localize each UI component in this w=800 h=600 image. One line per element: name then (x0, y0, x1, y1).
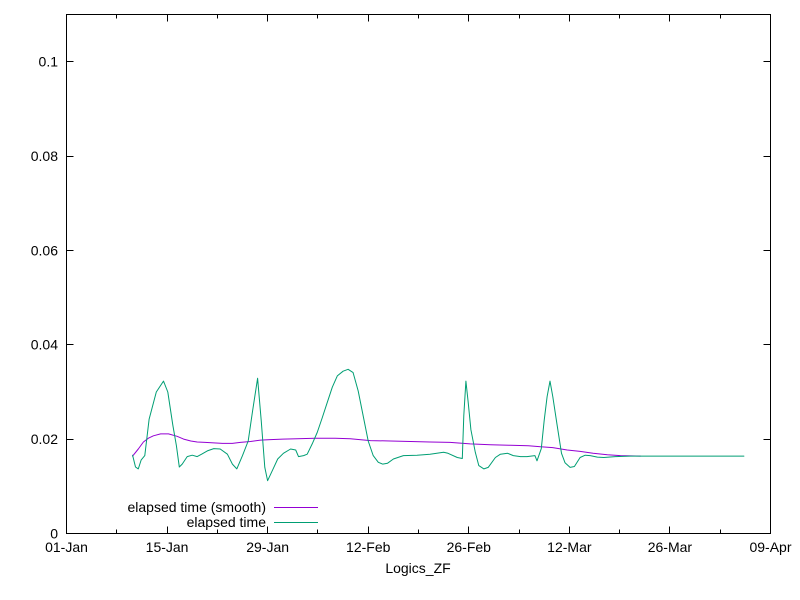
y-tick-label: 0.02 (31, 431, 58, 447)
y-tick-label: 0.1 (39, 54, 59, 70)
legend-item-raw: elapsed time (0, 515, 318, 530)
x-tick-label: 29-Jan (246, 539, 289, 555)
legend-label-raw: elapsed time (186, 514, 266, 530)
y-tick-label: 0.06 (31, 242, 58, 258)
x-tick-label: 15-Jan (146, 539, 189, 555)
legend: elapsed time (smooth) elapsed time (0, 500, 318, 530)
y-tick-label: 0 (50, 525, 58, 541)
x-tick-label: 12-Mar (547, 539, 592, 555)
x-tick-label: 01-Jan (45, 539, 88, 555)
series-line-raw (132, 368, 745, 482)
legend-item-smooth: elapsed time (smooth) (0, 500, 318, 515)
x-axis-title: Logics_ZF (385, 560, 451, 576)
x-tick-label: 12-Feb (346, 539, 391, 555)
legend-label-smooth: elapsed time (smooth) (127, 499, 266, 515)
y-tick-label: 0.08 (31, 148, 58, 164)
x-tick-label: 26-Mar (648, 539, 693, 555)
x-tick-label: 26-Feb (447, 539, 492, 555)
x-tick-label: 09-Apr (749, 539, 791, 555)
legend-line-sample-raw (274, 522, 318, 523)
series-line-smooth (132, 433, 641, 457)
y-tick-label: 0.04 (31, 337, 58, 353)
legend-line-sample-smooth (274, 507, 318, 508)
